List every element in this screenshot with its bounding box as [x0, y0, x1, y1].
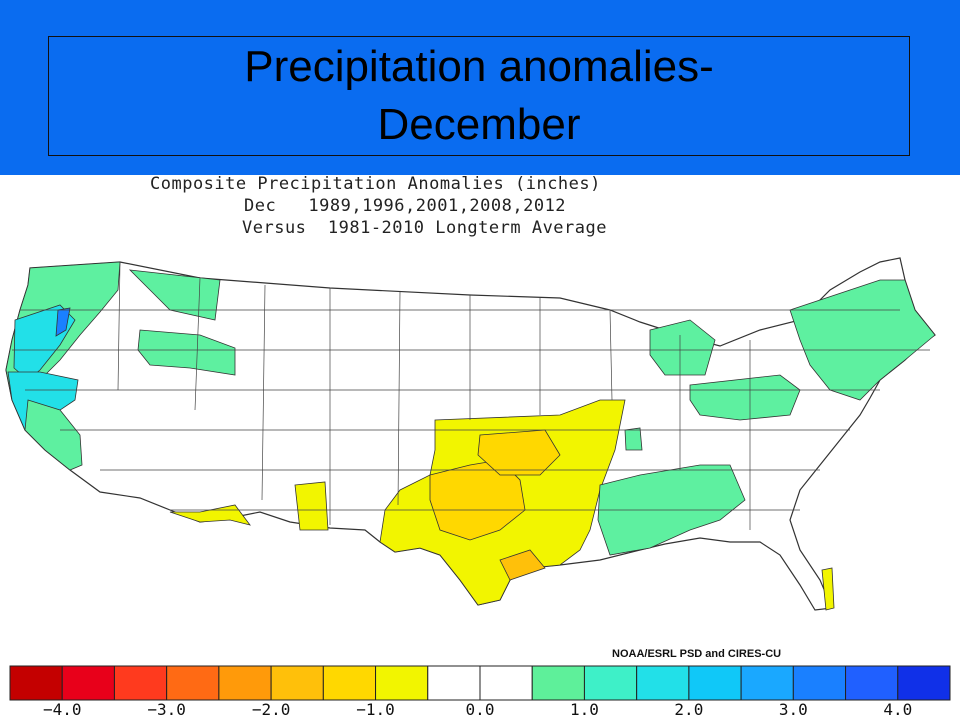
- colorbar-swatch: [375, 665, 429, 701]
- colorbar-tick-label: 0.0: [465, 700, 495, 719]
- colorbar: [9, 665, 951, 701]
- plot-title-line2: Dec 1989,1996,2001,2008,2012: [244, 196, 567, 216]
- slide-title-line1: Precipitation anomalies-: [244, 42, 714, 91]
- slide-title-line2: December: [377, 100, 581, 149]
- colorbar-tick-label: 1.0: [569, 700, 599, 719]
- colorbar-tick-label: 2.0: [674, 700, 704, 719]
- plot-title-line1: Composite Precipitation Anomalies (inche…: [150, 174, 601, 194]
- data-credit: NOAA/ESRL PSD and CIRES-CU: [612, 648, 782, 660]
- colorbar-swatch: [61, 665, 115, 701]
- colorbar-swatch: [479, 665, 533, 701]
- colorbar-tick-label: −2.0: [251, 700, 291, 719]
- region-wet-michigan: [649, 319, 716, 376]
- colorbar-tick-label: 3.0: [778, 700, 808, 719]
- colorbar-swatch: [270, 665, 324, 701]
- colorbar-swatch: [583, 665, 638, 701]
- colorbar-swatch: [166, 665, 220, 701]
- region-wet-tennessee: [624, 427, 643, 451]
- colorbar-tick-label: −1.0: [356, 700, 395, 719]
- colorbar-swatch: [218, 665, 272, 701]
- region-wet-ohio-valley: [689, 374, 801, 421]
- region-dry-new-mexico: [294, 481, 329, 531]
- division-boundaries: [12, 261, 930, 530]
- us-climate-division-map: [5, 257, 936, 611]
- region-wet-northern-rockies: [128, 269, 221, 321]
- region-wet-california: [24, 399, 83, 471]
- region-dry-florida: [821, 567, 835, 611]
- colorbar-swatch: [688, 665, 742, 701]
- region-wet-idaho: [137, 329, 236, 376]
- title-box: Precipitation anomalies- December: [48, 36, 910, 156]
- colorbar-tick-label: −4.0: [42, 700, 82, 719]
- colorbar-swatch: [740, 665, 794, 701]
- slide-header: Precipitation anomalies- December: [0, 0, 960, 175]
- colorbar-swatch: [897, 665, 951, 701]
- region-wettest-oregon: [55, 307, 71, 337]
- colorbar-tick-label: −3.0: [147, 700, 186, 719]
- region-drier-gulf-texas: [499, 549, 546, 581]
- plot-title-line3: Versus 1981-2010 Longterm Average: [242, 218, 607, 238]
- colorbar-swatch: [9, 665, 63, 701]
- colorbar-swatch: [322, 665, 377, 701]
- colorbar-swatch: [792, 665, 847, 701]
- colorbar-labels: −4.0 −3.0 −2.0 −1.0 0.0 1.0 2.0 3.0 4.0: [0, 700, 960, 720]
- colorbar-swatch: [636, 665, 690, 701]
- colorbar-swatch: [113, 665, 168, 701]
- colorbar-swatch: [427, 665, 481, 701]
- colorbar-swatch: [845, 665, 899, 701]
- colorbar-swatch: [531, 665, 585, 701]
- region-drier-texas-oklahoma: [429, 459, 526, 541]
- colorbar-tick-label: 4.0: [883, 700, 913, 719]
